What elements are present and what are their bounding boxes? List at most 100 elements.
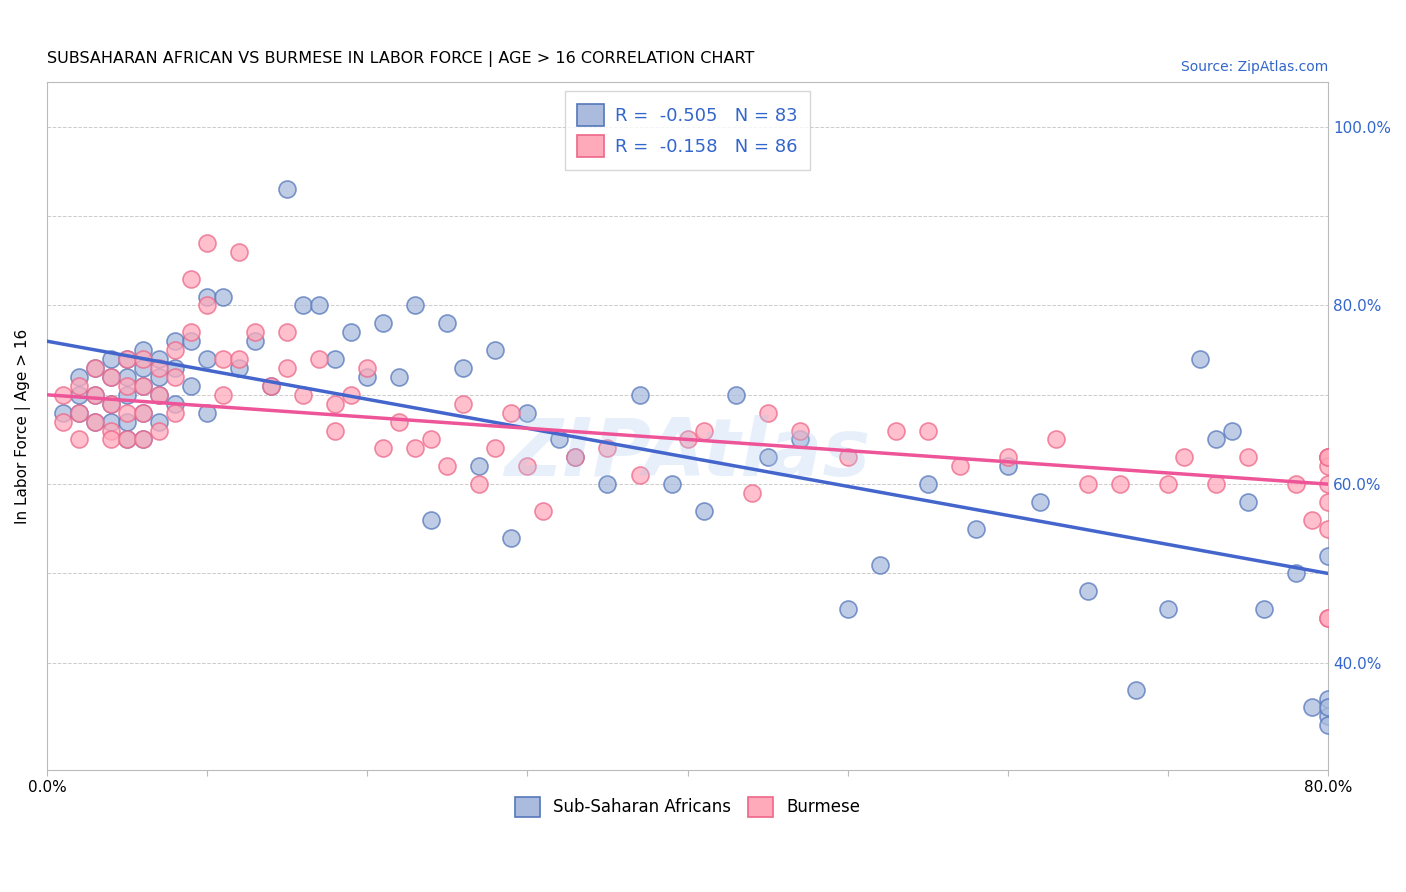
Point [1317,611,1340,625]
Point [132,406,155,420]
Point [661,477,683,491]
Point [1317,611,1340,625]
Point [165,361,187,376]
Point [789,433,811,447]
Point [484,442,506,456]
Point [308,298,330,312]
Point [453,397,475,411]
Point [837,602,859,616]
Point [965,522,987,536]
Point [115,370,138,384]
Point [1237,495,1260,509]
Point [180,325,202,339]
Point [1301,513,1323,527]
Point [115,352,138,367]
Point [628,468,651,483]
Point [564,450,586,465]
Point [84,388,107,402]
Point [1253,602,1275,616]
Point [165,406,187,420]
Point [115,415,138,429]
Point [884,424,907,438]
Point [308,352,330,367]
Text: ZIPAtlas: ZIPAtlas [505,415,870,492]
Point [180,334,202,349]
Point [949,459,972,474]
Point [228,244,250,259]
Point [67,370,90,384]
Point [115,379,138,393]
Point [52,415,75,429]
Point [148,424,170,438]
Point [132,352,155,367]
Point [1317,477,1340,491]
Point [276,361,298,376]
Point [1317,522,1340,536]
Point [1077,584,1099,599]
Text: Source: ZipAtlas.com: Source: ZipAtlas.com [1181,60,1329,74]
Point [1237,450,1260,465]
Point [180,271,202,285]
Point [100,397,122,411]
Point [404,298,426,312]
Point [340,325,363,339]
Point [356,361,378,376]
Point [340,388,363,402]
Point [276,325,298,339]
Point [115,406,138,420]
Point [596,477,619,491]
Point [195,298,218,312]
Point [84,415,107,429]
Point [132,361,155,376]
Point [165,397,187,411]
Point [148,388,170,402]
Point [67,406,90,420]
Point [260,379,283,393]
Point [195,352,218,367]
Point [1205,433,1227,447]
Point [165,370,187,384]
Point [516,459,538,474]
Point [115,433,138,447]
Point [501,531,523,545]
Point [1285,477,1308,491]
Point [195,406,218,420]
Point [148,361,170,376]
Point [323,352,346,367]
Point [676,433,699,447]
Point [292,298,315,312]
Point [484,343,506,358]
Point [84,415,107,429]
Point [724,388,747,402]
Point [212,352,235,367]
Point [115,352,138,367]
Point [132,379,155,393]
Point [373,316,395,330]
Point [148,388,170,402]
Point [132,433,155,447]
Point [436,459,458,474]
Point [212,388,235,402]
Point [356,370,378,384]
Y-axis label: In Labor Force | Age > 16: In Labor Force | Age > 16 [15,328,31,524]
Point [1317,450,1340,465]
Legend: Sub-Saharan Africans, Burmese: Sub-Saharan Africans, Burmese [508,790,868,823]
Point [1077,477,1099,491]
Point [373,442,395,456]
Point [132,406,155,420]
Point [1317,700,1340,714]
Point [1125,682,1147,697]
Point [100,370,122,384]
Point [997,459,1019,474]
Point [1205,477,1227,491]
Point [115,433,138,447]
Point [100,424,122,438]
Point [420,513,443,527]
Point [1285,566,1308,581]
Point [228,352,250,367]
Point [148,415,170,429]
Point [292,388,315,402]
Point [917,424,939,438]
Point [52,388,75,402]
Point [388,370,411,384]
